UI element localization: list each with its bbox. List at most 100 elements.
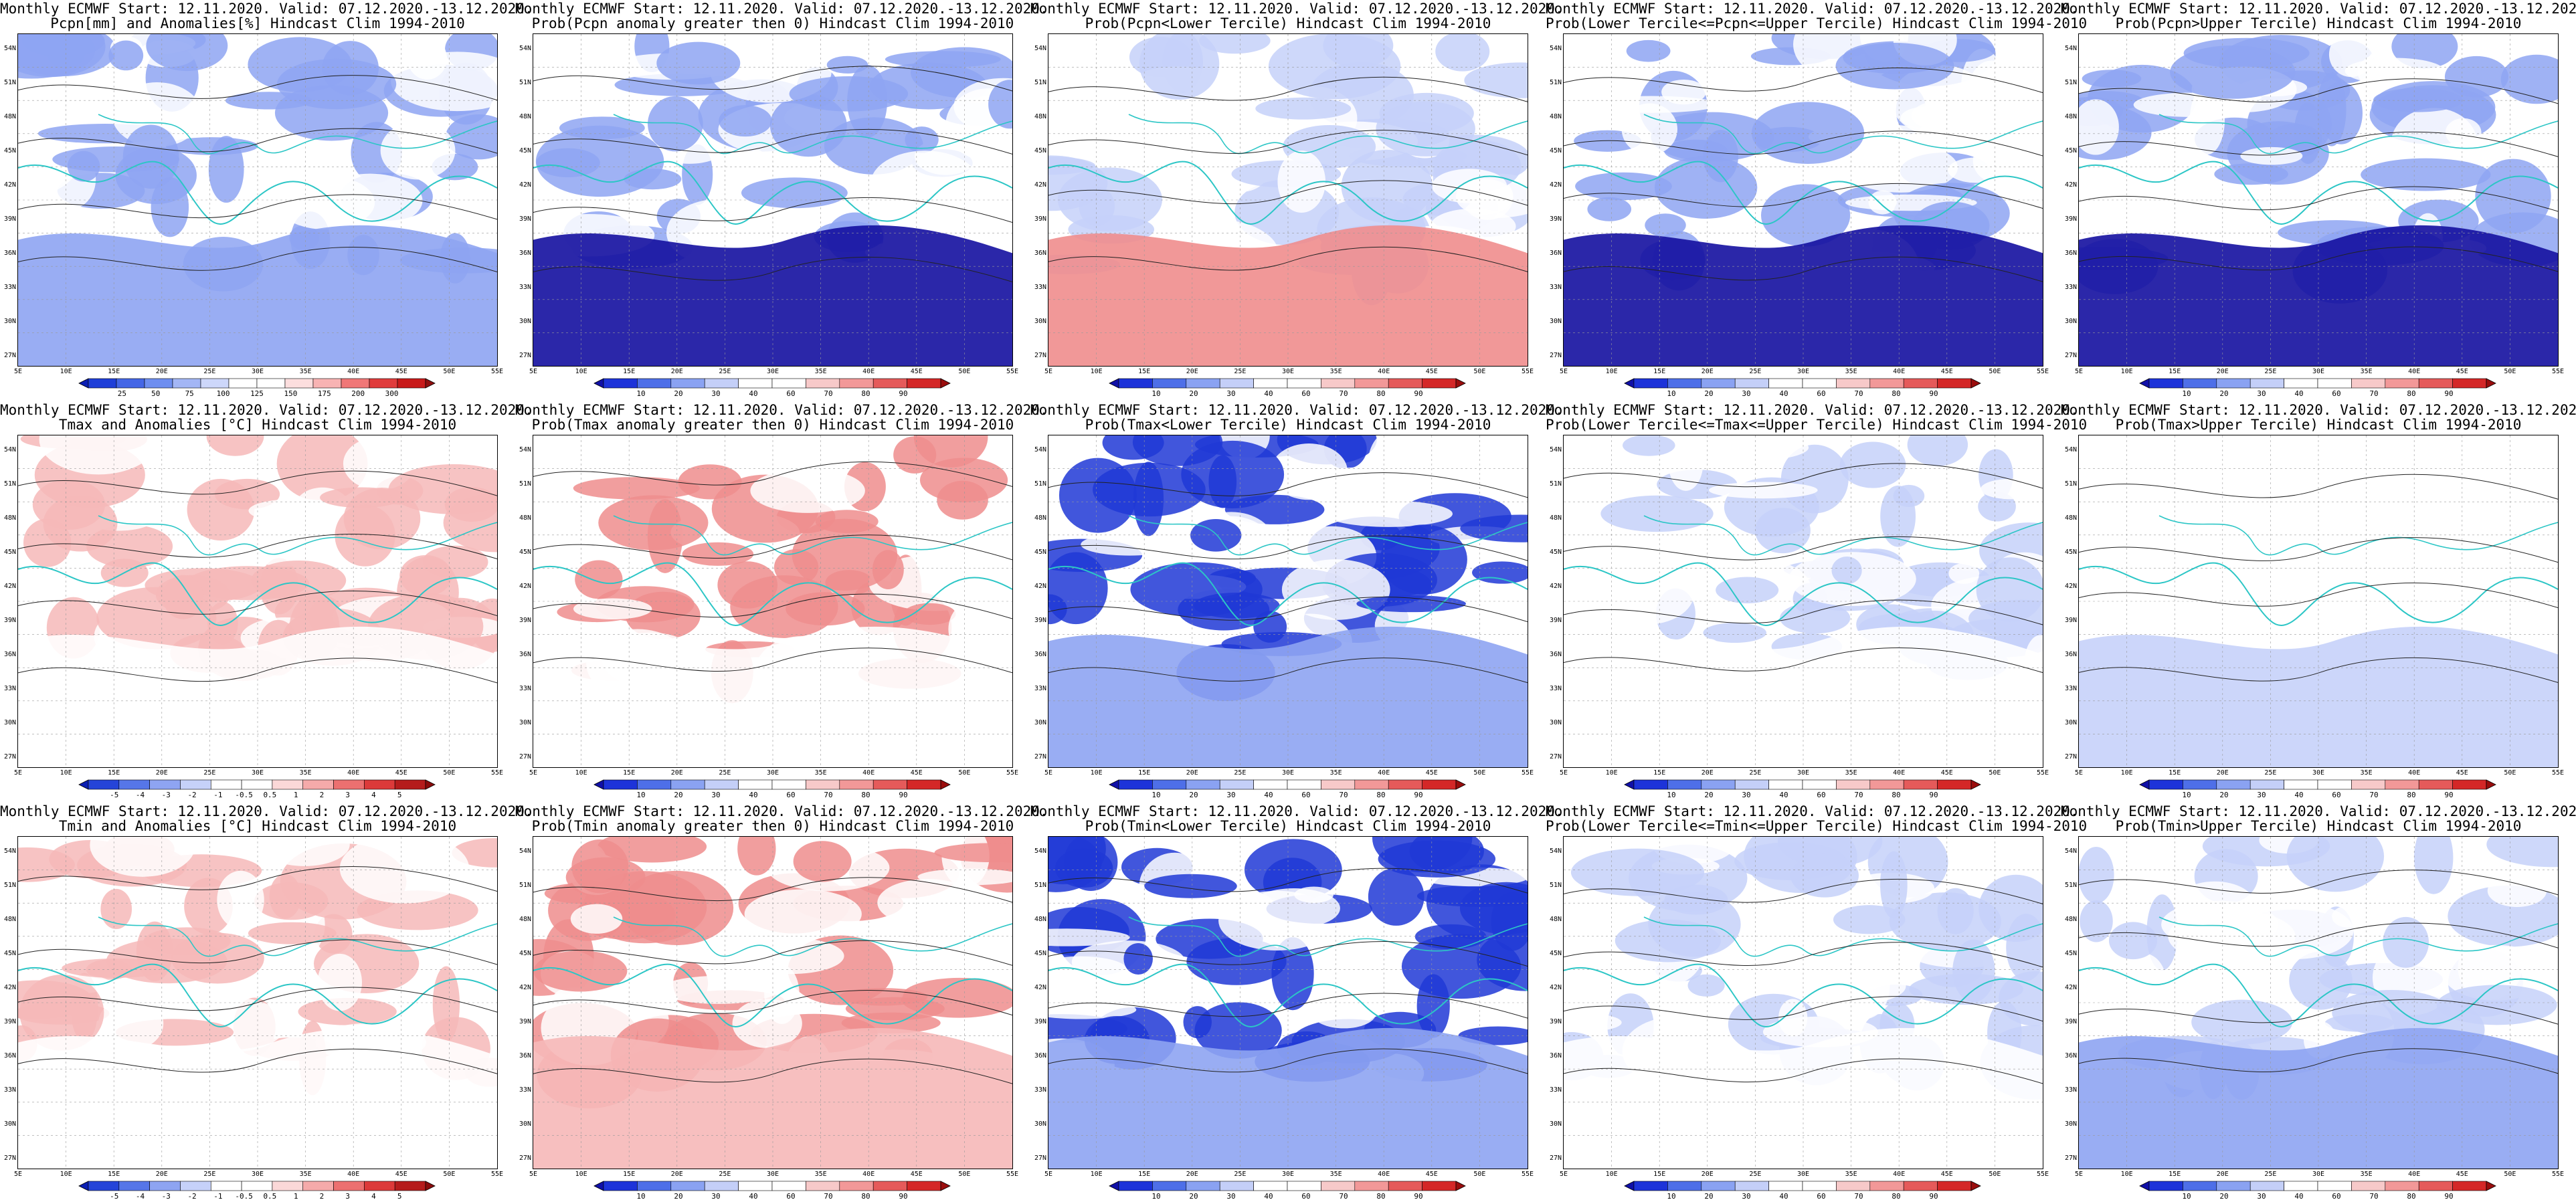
- anomaly-field-patch: [18, 937, 72, 964]
- longitude-tick-label: 55E: [1006, 1171, 1019, 1178]
- colorbar-swatch: [2317, 378, 2352, 389]
- anomaly-field-patch: [1570, 848, 1705, 896]
- anomaly-field-patch: [877, 879, 978, 926]
- colorbar-swatch: [839, 779, 874, 790]
- colorbar-swatch: [88, 378, 117, 389]
- latitude-tick-label: 30N: [519, 1120, 531, 1128]
- anomaly-field-patch: [98, 997, 164, 1050]
- longitude-tick-label: 45E: [2456, 769, 2468, 777]
- panel-title-line2: Prob(Lower Tercile<=Pcpn<=Upper Tercile)…: [1546, 15, 2088, 31]
- longitude-tick-label: 30E: [2312, 1171, 2325, 1178]
- latitude-tick-label: 36N: [2064, 1052, 2077, 1060]
- colorbar-swatch: [1633, 1181, 1668, 1191]
- anomaly-field-patch: [1623, 435, 1675, 456]
- latitude-tick-label: 42N: [1549, 181, 1562, 189]
- forecast-map[interactable]: [1563, 33, 2043, 367]
- colorbar-swatch: [1186, 378, 1220, 389]
- anomaly-field-patch: [1703, 623, 1767, 643]
- longitude-tick-label: 15E: [1138, 1171, 1151, 1178]
- colorbar-swatch: [2249, 1181, 2284, 1191]
- southern-anomaly-band: [18, 626, 497, 767]
- anomaly-field-patch: [1780, 602, 1851, 634]
- longitude-tick-label: 55E: [490, 1171, 504, 1178]
- colorbar-swatch: [2183, 1181, 2217, 1191]
- colorbar-swatch: [394, 779, 426, 790]
- colorbar-swatch: [2351, 779, 2386, 790]
- anomaly-field-patch: [1416, 974, 1450, 1038]
- colorbar-tick-label: 70: [824, 791, 833, 799]
- contour-line: [1048, 1048, 1528, 1074]
- contour-line: [533, 940, 1012, 966]
- longitude-tick-label: 25E: [1234, 1171, 1247, 1178]
- longitude-tick-label: 40E: [347, 769, 360, 777]
- forecast-map[interactable]: [2078, 836, 2559, 1169]
- longitude-tick-label: 30E: [2312, 769, 2325, 777]
- forecast-map[interactable]: [2078, 435, 2559, 768]
- forecast-map[interactable]: [1048, 836, 1528, 1169]
- anomaly-field-patch: [1123, 942, 1153, 975]
- colorbar-swatch: [704, 1181, 739, 1191]
- forecast-map[interactable]: [1563, 435, 2043, 768]
- longitude-tick-label: 25E: [1749, 1171, 1762, 1178]
- colorbar-swatch: [1903, 1181, 1938, 1191]
- latitude-tick-label: 51N: [3, 79, 16, 86]
- forecast-map[interactable]: [533, 435, 1013, 768]
- coastline: [2079, 562, 2558, 626]
- colorbar-tick-label: 70: [2369, 389, 2379, 398]
- latitude-tick-label: 54N: [3, 45, 16, 52]
- longitude-tick-label: 30E: [766, 368, 779, 375]
- forecast-map[interactable]: [17, 836, 498, 1169]
- longitude-tick-label: 10E: [1090, 1171, 1103, 1178]
- map-panel: Monthly ECMWF Start: 12.11.2020. Valid: …: [515, 401, 1048, 803]
- contour-line: [533, 534, 1012, 561]
- longitude-tick-label: 40E: [862, 769, 875, 777]
- colorbar-swatch: [1869, 1181, 1904, 1191]
- forecast-map[interactable]: [2078, 33, 2559, 367]
- forecast-map[interactable]: [533, 33, 1013, 367]
- colorbar-swatch: [670, 378, 705, 389]
- anomaly-field-patch: [2487, 874, 2547, 907]
- map-panel: Monthly ECMWF Start: 12.11.2020. Valid: …: [0, 803, 533, 1204]
- colorbar-tick-label: 60: [786, 389, 796, 398]
- colorbar-swatch: [1152, 1181, 1187, 1191]
- colorbar: [2139, 378, 2496, 389]
- colorbar-swatch: [872, 1181, 907, 1191]
- colorbar-tick-label: 10: [636, 389, 646, 398]
- longitude-tick-label: 50E: [2504, 1171, 2516, 1178]
- anomaly-field-patch: [277, 58, 397, 110]
- longitude-tick-label: 25E: [719, 769, 731, 777]
- anomaly-field-patch: [2361, 158, 2491, 191]
- latitude-tick-label: 36N: [3, 1052, 16, 1060]
- anomaly-field-patch: [1253, 611, 1287, 643]
- latitude-tick-label: 33N: [3, 284, 16, 291]
- longitude-tick-label: 25E: [719, 1171, 731, 1178]
- anomaly-field-patch: [432, 966, 460, 1043]
- longitude-tick-label: 5E: [2074, 368, 2084, 375]
- map-panel: Monthly ECMWF Start: 12.11.2020. Valid: …: [1030, 0, 1564, 401]
- southern-anomaly-band: [1048, 1027, 1528, 1169]
- anomaly-field-patch: [2174, 881, 2256, 929]
- contour-line: [533, 990, 1012, 1016]
- colorbar-left-arrow: [593, 1181, 604, 1191]
- map-panel: Monthly ECMWF Start: 12.11.2020. Valid: …: [2061, 803, 2576, 1204]
- colorbar-tick-label: -5: [110, 1192, 119, 1201]
- longitude-tick-label: 45E: [1940, 769, 1953, 777]
- colorbar-tick-label: 0.5: [263, 791, 277, 799]
- forecast-map[interactable]: [1048, 33, 1528, 367]
- colorbar-left-arrow: [2139, 378, 2150, 389]
- colorbar-swatch: [771, 378, 806, 389]
- latitude-tick-label: 39N: [1034, 617, 1046, 624]
- forecast-map[interactable]: [1048, 435, 1528, 768]
- anomaly-field-patch: [970, 499, 1012, 575]
- colorbar-tick-label: 90: [1929, 1192, 1938, 1201]
- latitude-tick-label: 42N: [2064, 984, 2077, 991]
- forecast-map[interactable]: [17, 33, 498, 367]
- anomaly-field-patch: [719, 105, 772, 137]
- anomaly-field-patch: [2131, 462, 2237, 500]
- forecast-map[interactable]: [1563, 836, 2043, 1169]
- forecast-map[interactable]: [533, 836, 1013, 1169]
- panel-title-line1: Monthly ECMWF Start: 12.11.2020. Valid: …: [0, 803, 533, 819]
- forecast-map[interactable]: [17, 435, 498, 768]
- longitude-tick-label: 5E: [13, 368, 23, 375]
- colorbar-tick-label: 20: [674, 1192, 683, 1201]
